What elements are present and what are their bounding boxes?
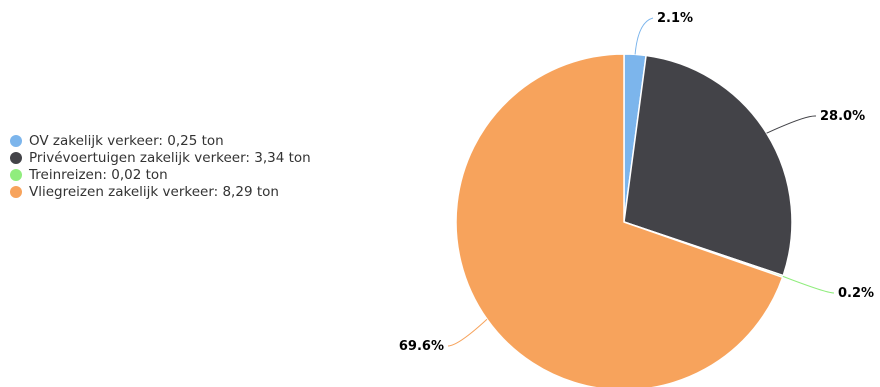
legend-item-vliegreizen[interactable]: Vliegreizen zakelijk verkeer: 8,29 ton bbox=[10, 183, 311, 200]
legend-item-ov[interactable]: OV zakelijk verkeer: 0,25 ton bbox=[10, 132, 311, 149]
legend-swatch-treinreizen bbox=[10, 168, 22, 181]
legend-label-ov: OV zakelijk verkeer: 0,25 ton bbox=[29, 132, 224, 149]
connector-vliegreizen bbox=[447, 318, 488, 347]
legend-swatch-vliegreizen bbox=[10, 185, 22, 198]
data-label-vliegreizen: 69.6% bbox=[399, 339, 444, 354]
legend-item-treinreizen[interactable]: Treinreizen: 0,02 ton bbox=[10, 166, 311, 183]
data-label-privevoertuigen: 28.0% bbox=[820, 109, 865, 124]
data-label-treinreizen: 0.2% bbox=[838, 286, 874, 301]
legend-label-treinreizen: Treinreizen: 0,02 ton bbox=[29, 166, 168, 183]
legend-label-vliegreizen: Vliegreizen zakelijk verkeer: 8,29 ton bbox=[29, 183, 279, 200]
connector-ov bbox=[634, 17, 654, 55]
pie-slice-vliegreizen[interactable] bbox=[455, 53, 784, 387]
legend-swatch-privevoertuigen bbox=[10, 151, 22, 164]
data-label-ov: 2.1% bbox=[657, 11, 693, 26]
legend-item-privevoertuigen[interactable]: Privévoertuigen zakelijk verkeer: 3,34 t… bbox=[10, 149, 311, 166]
legend-swatch-ov bbox=[10, 134, 22, 147]
legend-label-privevoertuigen: Privévoertuigen zakelijk verkeer: 3,34 t… bbox=[29, 149, 311, 166]
connector-privevoertuigen bbox=[766, 115, 817, 134]
chart-legend: OV zakelijk verkeer: 0,25 ton Privévoert… bbox=[10, 132, 311, 200]
connector-treinreizen bbox=[782, 275, 835, 294]
